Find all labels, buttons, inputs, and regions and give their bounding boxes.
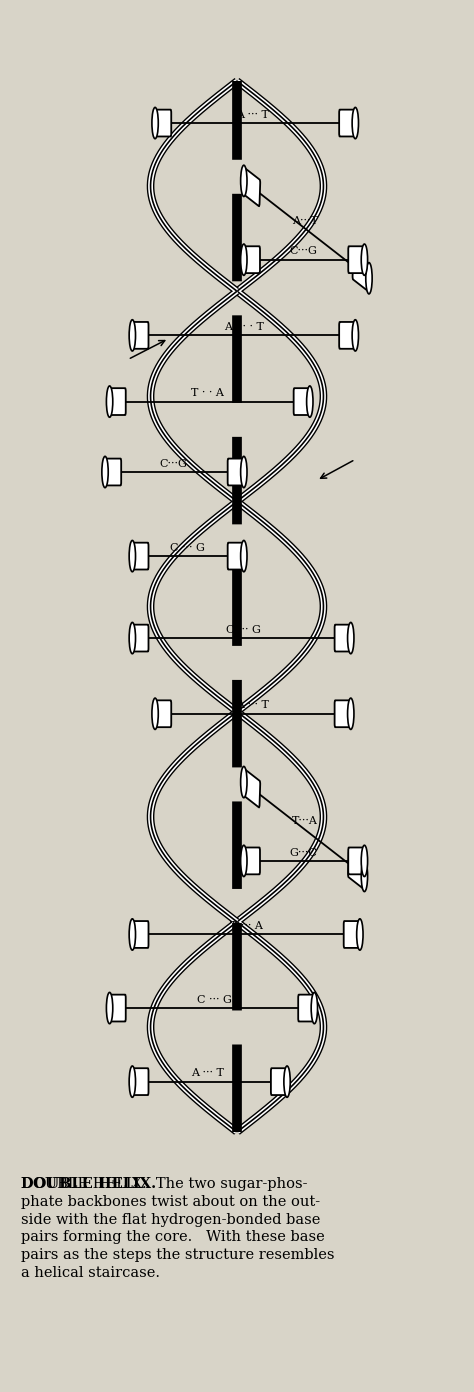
- Circle shape: [284, 1066, 290, 1097]
- Circle shape: [152, 107, 158, 139]
- FancyBboxPatch shape: [335, 625, 351, 651]
- Text: A ··· T: A ··· T: [237, 700, 269, 710]
- FancyBboxPatch shape: [228, 543, 245, 569]
- Circle shape: [106, 992, 113, 1023]
- FancyBboxPatch shape: [109, 995, 126, 1022]
- FancyBboxPatch shape: [104, 458, 121, 486]
- Circle shape: [106, 386, 113, 418]
- Text: A ··· T: A ··· T: [191, 1068, 224, 1079]
- Circle shape: [102, 457, 108, 487]
- FancyBboxPatch shape: [132, 322, 148, 349]
- Circle shape: [241, 845, 247, 877]
- Circle shape: [361, 860, 368, 892]
- FancyBboxPatch shape: [344, 922, 361, 948]
- FancyBboxPatch shape: [335, 700, 351, 727]
- Circle shape: [356, 919, 363, 951]
- FancyBboxPatch shape: [243, 768, 260, 807]
- Circle shape: [129, 919, 136, 951]
- Text: T ··· A: T ··· A: [230, 922, 263, 931]
- FancyBboxPatch shape: [243, 246, 260, 273]
- Circle shape: [241, 540, 247, 572]
- FancyBboxPatch shape: [348, 851, 365, 889]
- Circle shape: [366, 263, 372, 294]
- Circle shape: [152, 699, 158, 729]
- FancyBboxPatch shape: [132, 1068, 148, 1096]
- Text: A ··· T: A ··· T: [237, 110, 269, 120]
- FancyBboxPatch shape: [339, 322, 356, 349]
- Circle shape: [129, 540, 136, 572]
- Text: C ··· G: C ··· G: [170, 543, 204, 553]
- Circle shape: [307, 386, 313, 418]
- Text: C ··· G: C ··· G: [227, 625, 261, 635]
- Circle shape: [352, 107, 358, 139]
- Text: A···T: A···T: [292, 216, 318, 227]
- FancyBboxPatch shape: [228, 458, 245, 486]
- Circle shape: [361, 845, 368, 877]
- FancyBboxPatch shape: [132, 625, 148, 651]
- FancyBboxPatch shape: [132, 922, 148, 948]
- FancyBboxPatch shape: [294, 388, 310, 415]
- FancyBboxPatch shape: [109, 388, 126, 415]
- Text: T · · A: T · · A: [191, 388, 224, 398]
- Circle shape: [347, 699, 354, 729]
- Circle shape: [129, 622, 136, 654]
- Text: A · · · T: A · · · T: [224, 322, 264, 333]
- Circle shape: [361, 244, 368, 276]
- FancyBboxPatch shape: [348, 848, 365, 874]
- FancyBboxPatch shape: [243, 848, 260, 874]
- FancyBboxPatch shape: [353, 253, 370, 291]
- Circle shape: [241, 244, 247, 276]
- Circle shape: [347, 622, 354, 654]
- Text: C···G: C···G: [289, 246, 317, 256]
- Circle shape: [352, 320, 358, 351]
- FancyBboxPatch shape: [298, 995, 315, 1022]
- Text: G···C: G···C: [289, 848, 317, 857]
- Text: DOUBLE HELIX.: DOUBLE HELIX.: [21, 1176, 156, 1190]
- Circle shape: [129, 320, 136, 351]
- Text: DOUBLE HELIX.  The two sugar-phos-
phate backbones twist about on the out-
side : DOUBLE HELIX. The two sugar-phos- phate …: [21, 1176, 334, 1281]
- Circle shape: [241, 767, 247, 798]
- Circle shape: [129, 1066, 136, 1097]
- FancyBboxPatch shape: [339, 110, 356, 136]
- Circle shape: [241, 457, 247, 487]
- Circle shape: [241, 166, 247, 196]
- FancyBboxPatch shape: [155, 110, 171, 136]
- Text: C ··· G: C ··· G: [197, 995, 232, 1005]
- Text: C···G: C···G: [159, 458, 187, 469]
- FancyBboxPatch shape: [348, 246, 365, 273]
- FancyBboxPatch shape: [243, 167, 260, 206]
- Circle shape: [311, 992, 318, 1023]
- Text: T···A: T···A: [292, 816, 318, 825]
- FancyBboxPatch shape: [271, 1068, 288, 1096]
- FancyBboxPatch shape: [132, 543, 148, 569]
- FancyBboxPatch shape: [155, 700, 171, 727]
